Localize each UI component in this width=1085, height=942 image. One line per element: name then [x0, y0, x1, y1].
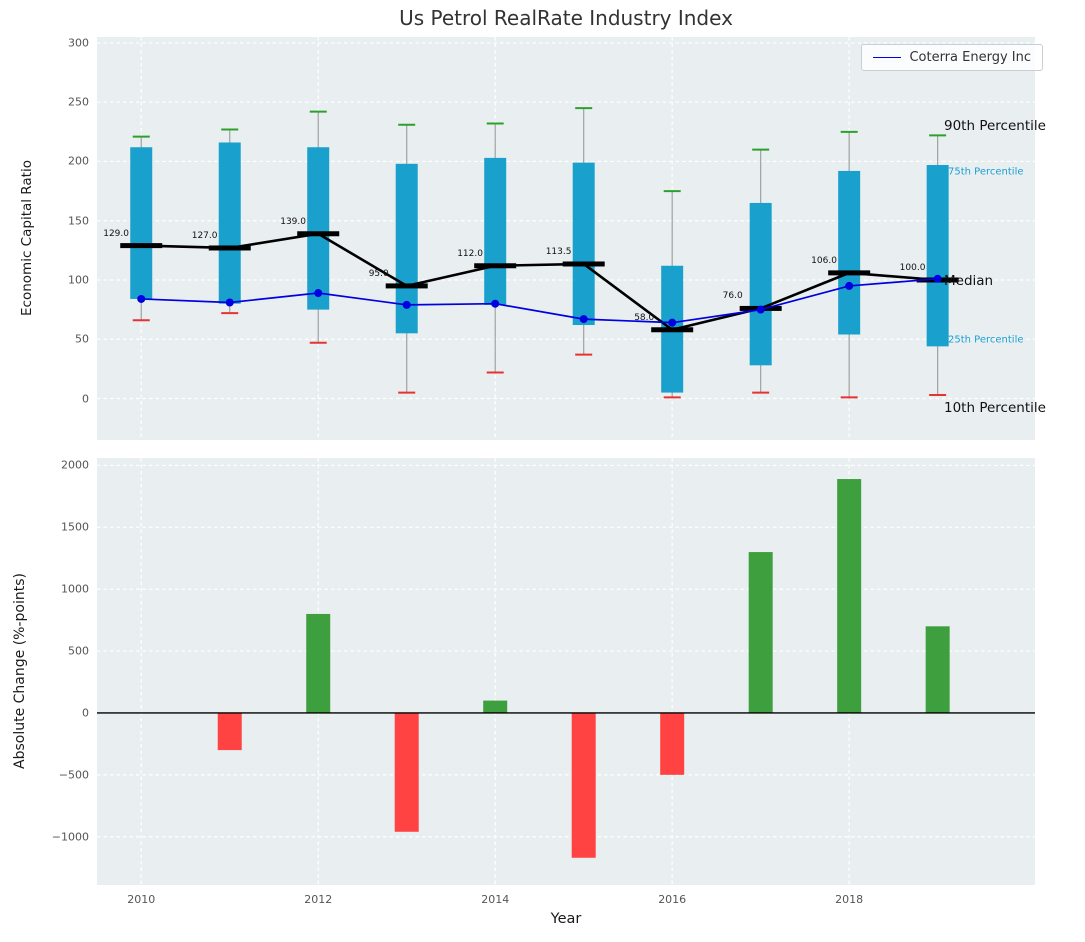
legend: Coterra Energy Inc — [861, 44, 1043, 71]
legend-line-sample — [873, 57, 902, 58]
median-value-label: 113.5 — [545, 246, 572, 257]
median-value-label: 95.0 — [368, 268, 389, 279]
top-y-tick-label: 300 — [68, 36, 89, 50]
x-tick-label: 2010 — [127, 893, 156, 906]
percentile-annotation-10th: 10th Percentile — [944, 399, 1046, 416]
median-value-label: 58.0 — [634, 312, 655, 323]
percentile-annotation-90th: 90th Percentile — [944, 117, 1046, 134]
x-tick-label: 2016 — [658, 893, 687, 906]
top-y-tick-label: 100 — [68, 273, 89, 287]
median-value-label: 106.0 — [811, 255, 837, 266]
x-tick-label: 2012 — [304, 893, 333, 906]
bottom-y-axis-label: Absolute Change (%-points) — [12, 573, 28, 769]
bottom-y-tick-label: 1000 — [61, 582, 89, 596]
bottom-y-tick-label: 500 — [68, 644, 89, 658]
legend-label: Coterra Energy Inc — [909, 50, 1031, 65]
bottom-y-tick-label: 1500 — [61, 520, 89, 534]
bottom-y-tick-label: −1000 — [51, 830, 89, 844]
x-tick-label: 2014 — [481, 893, 510, 906]
x-tick-label: 2018 — [835, 893, 864, 906]
percentile-annotation-median: Median — [944, 273, 994, 290]
bottom-y-tick-label: 0 — [82, 706, 89, 720]
percentile-annotation-75th: 75th Percentile — [948, 166, 1024, 178]
top-y-tick-label: 200 — [68, 154, 89, 168]
top-y-tick-label: 50 — [75, 332, 89, 346]
median-value-label: 76.0 — [722, 291, 743, 302]
top-y-axis-label: Economic Capital Ratio — [19, 160, 35, 316]
median-value-label: 112.0 — [457, 248, 483, 259]
median-value-label: 100.0 — [899, 262, 926, 273]
percentile-annotation-25th: 25th Percentile — [948, 334, 1024, 346]
median-value-label: 139.0 — [280, 216, 306, 227]
median-value-label: 127.0 — [191, 230, 218, 241]
x-axis-label: Year — [550, 911, 582, 927]
bottom-plot-background — [97, 458, 1035, 885]
top-plot-background — [97, 37, 1035, 440]
top-y-tick-label: 250 — [68, 95, 89, 109]
chart-title: Us Petrol RealRate Industry Index — [399, 6, 733, 30]
top-y-tick-label: 0 — [82, 392, 89, 405]
bottom-y-tick-label: 2000 — [61, 458, 89, 472]
bottom-y-tick-label: −500 — [58, 768, 89, 782]
top-y-tick-label: 150 — [68, 214, 89, 228]
median-value-label: 129.0 — [103, 228, 129, 239]
